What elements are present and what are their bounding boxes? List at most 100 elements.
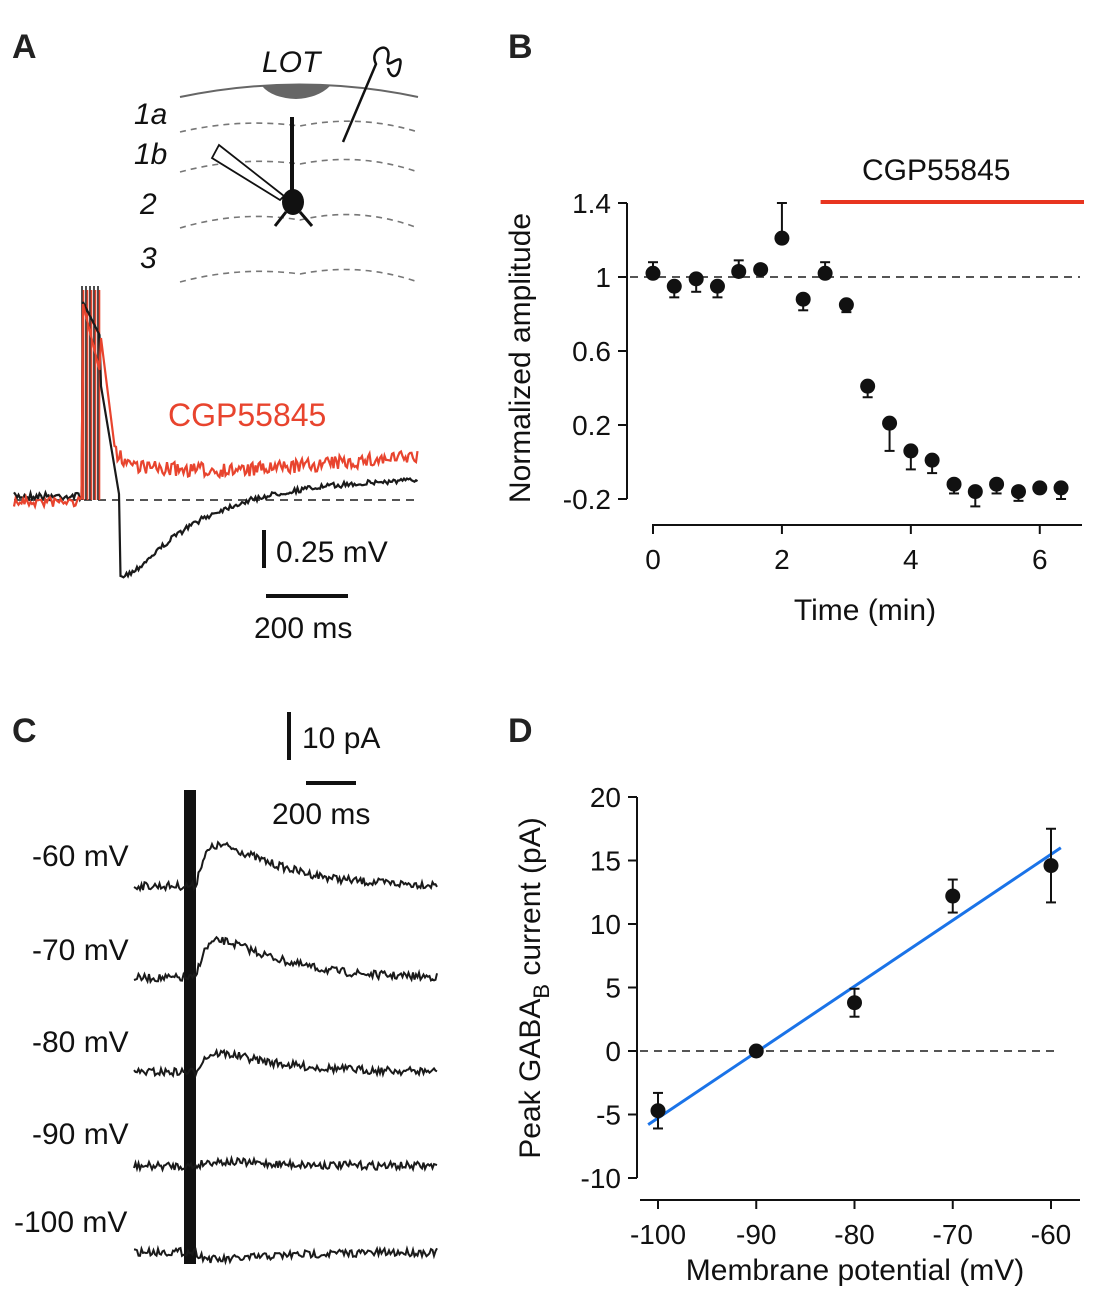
panel-c-time-scale-label: 200 ms: [272, 798, 370, 831]
panel-d-x-tick-label: -90: [736, 1219, 776, 1250]
panel-b-x-axis-label: Time (min): [794, 594, 936, 627]
layer-1a-label: 1a: [134, 98, 167, 131]
panel-a-voltage-scale-label: 0.25 mV: [276, 536, 388, 569]
cortex-schematic: LOT 1a 1b 2 3: [134, 46, 419, 283]
panel-c-trace-label-2: -80 mV: [32, 1026, 129, 1059]
layer-1b-label: 1b: [134, 138, 167, 171]
panel-d-x-axis-label: Membrane potential (mV): [686, 1254, 1024, 1287]
panel-b-x-tick-label: 4: [903, 544, 919, 575]
panel-b-x-tick-label: 0: [645, 544, 661, 575]
panel-b-x-tick-label: 2: [774, 544, 790, 575]
panel-c-stimulus-artifact: [184, 790, 196, 1264]
neuron-soma: [282, 189, 304, 215]
panel-b-data-point: [731, 263, 747, 279]
panel-b-data-point: [1010, 484, 1026, 500]
panel-d-y-label-sub: B: [529, 984, 554, 999]
panel-b-x-tick-label: 6: [1032, 544, 1048, 575]
stimulating-electrode: [341, 46, 402, 143]
panel-d-fit-line: [647, 846, 1062, 1126]
panel-d-y-tick-label: 10: [590, 909, 621, 940]
layer-boundary-3: [179, 268, 419, 283]
panel-c-current-scale-label: 10 pA: [302, 722, 380, 755]
layer-boundary-1b-2: [179, 158, 419, 173]
panel-d-y-tick-label: 0: [605, 1036, 621, 1067]
panel-b-data-point: [989, 476, 1005, 492]
panel-d-x-tick-label: -80: [834, 1219, 874, 1250]
panel-d-x-tick-label: -60: [1031, 1219, 1071, 1250]
panel-b-y-tick-label: 0.6: [572, 336, 611, 367]
panel-b-y-tick-label: 0.2: [572, 410, 611, 441]
panel-d: D -10 -5 0 5 10 15 20 -100 -90 -80 -70 -60 Peak GAB…: [508, 712, 1080, 1287]
panel-d-data-point: [945, 888, 961, 904]
panel-b-letter: B: [508, 28, 533, 66]
panel-b-plot: -0.2 0.2 0.6 1 1.4 0 2 4 6: [563, 188, 1082, 575]
panel-b-y-tick-label: 1: [595, 262, 611, 293]
panel-c-trace-label-4: -100 mV: [14, 1206, 127, 1239]
panel-b-data-point: [753, 262, 769, 278]
panel-b-y-tick-label: -0.2: [563, 484, 611, 515]
panel-c-trace-label-1: -70 mV: [32, 934, 129, 967]
panel-c-traces: [133, 840, 438, 1266]
panel-b-data-point: [645, 265, 661, 281]
panel-d-data-point: [748, 1043, 764, 1059]
panel-a-letter: A: [12, 28, 37, 66]
panel-d-y-tick-label: 5: [605, 973, 621, 1004]
panel-a-drug-trace: [12, 303, 419, 510]
panel-b-data-point: [1053, 480, 1069, 496]
panel-b-y-axis-label: Normalized amplitude: [504, 213, 537, 503]
neuron-basal-dendrite-right: [298, 211, 314, 227]
panel-d-letter: D: [508, 712, 533, 750]
panel-d-y-label-tail: current (pA): [514, 817, 547, 984]
lot-tract: [262, 85, 330, 99]
panel-d-x-tick-label: -100: [630, 1219, 686, 1250]
panel-b-data-point: [903, 443, 919, 459]
panel-b-data-point: [795, 291, 811, 307]
layer-2-label: 2: [139, 188, 157, 221]
panel-d-data-point: [1043, 858, 1059, 874]
panel-c-trace: [133, 840, 438, 893]
panel-d-y-tick-label: -10: [581, 1163, 621, 1194]
panel-d-y-tick-label: -5: [596, 1100, 621, 1131]
panel-b-data-point: [817, 265, 833, 281]
panel-b-data-point: [924, 452, 940, 468]
panel-b-y-tick-label: 1.4: [572, 188, 611, 219]
panel-b-data-point: [709, 278, 725, 294]
panel-b-data-point: [1032, 480, 1048, 496]
panel-a-time-scale-label: 200 ms: [254, 612, 352, 645]
panel-d-y-axis-label: Peak GABAB current (pA): [514, 817, 554, 1158]
panel-c-trace: [133, 935, 438, 985]
panel-b-data-point: [882, 415, 898, 431]
panel-c-letter: C: [12, 712, 37, 750]
layer-3-label: 3: [140, 242, 157, 275]
panel-d-y-label-main: Peak GABA: [514, 999, 547, 1159]
panel-b-data-point: [860, 378, 876, 394]
recording-pipette: [210, 143, 286, 202]
panel-a: A LOT 1a 1b 2 3 CGP: [12, 28, 419, 645]
panel-c: C 10 pA 200 ms -60 mV -70 mV -80 mV -90 …: [12, 712, 438, 1266]
panel-b-drug-bar-label: CGP55845: [862, 154, 1010, 187]
panel-d-data-point: [847, 995, 862, 1011]
panel-d-x-tick-label: -70: [933, 1219, 973, 1250]
panel-c-trace: [133, 1154, 438, 1173]
panel-b-data-point: [666, 278, 682, 294]
panel-d-plot: -10 -5 0 5 10 15 20 -100 -90 -80 -70 -60: [581, 782, 1080, 1250]
panel-b-data-point: [774, 230, 790, 246]
panel-b-data-point: [688, 271, 704, 287]
panel-c-trace-label-3: -90 mV: [32, 1118, 129, 1151]
pial-surface: [179, 83, 419, 98]
panel-b-data-point: [838, 297, 854, 313]
panel-d-data-point: [650, 1103, 666, 1119]
panel-b-data-point: [946, 476, 962, 492]
panel-b-data-point: [967, 484, 983, 500]
layer-boundary-2-3: [179, 213, 419, 229]
layer-boundary-1a-1b: [179, 120, 419, 133]
lot-label: LOT: [262, 46, 323, 79]
panel-c-trace: [133, 1244, 438, 1266]
panel-b: B CGP55845 -0.2 0.2 0.6 1 1.4 0 2 4 6 Normalized…: [504, 28, 1084, 627]
panel-d-y-tick-label: 15: [590, 846, 621, 877]
panel-c-trace: [133, 1047, 438, 1079]
panel-a-drug-label: CGP55845: [168, 397, 326, 433]
panel-d-y-tick-label: 20: [590, 782, 621, 813]
panel-c-trace-label-0: -60 mV: [32, 840, 129, 873]
